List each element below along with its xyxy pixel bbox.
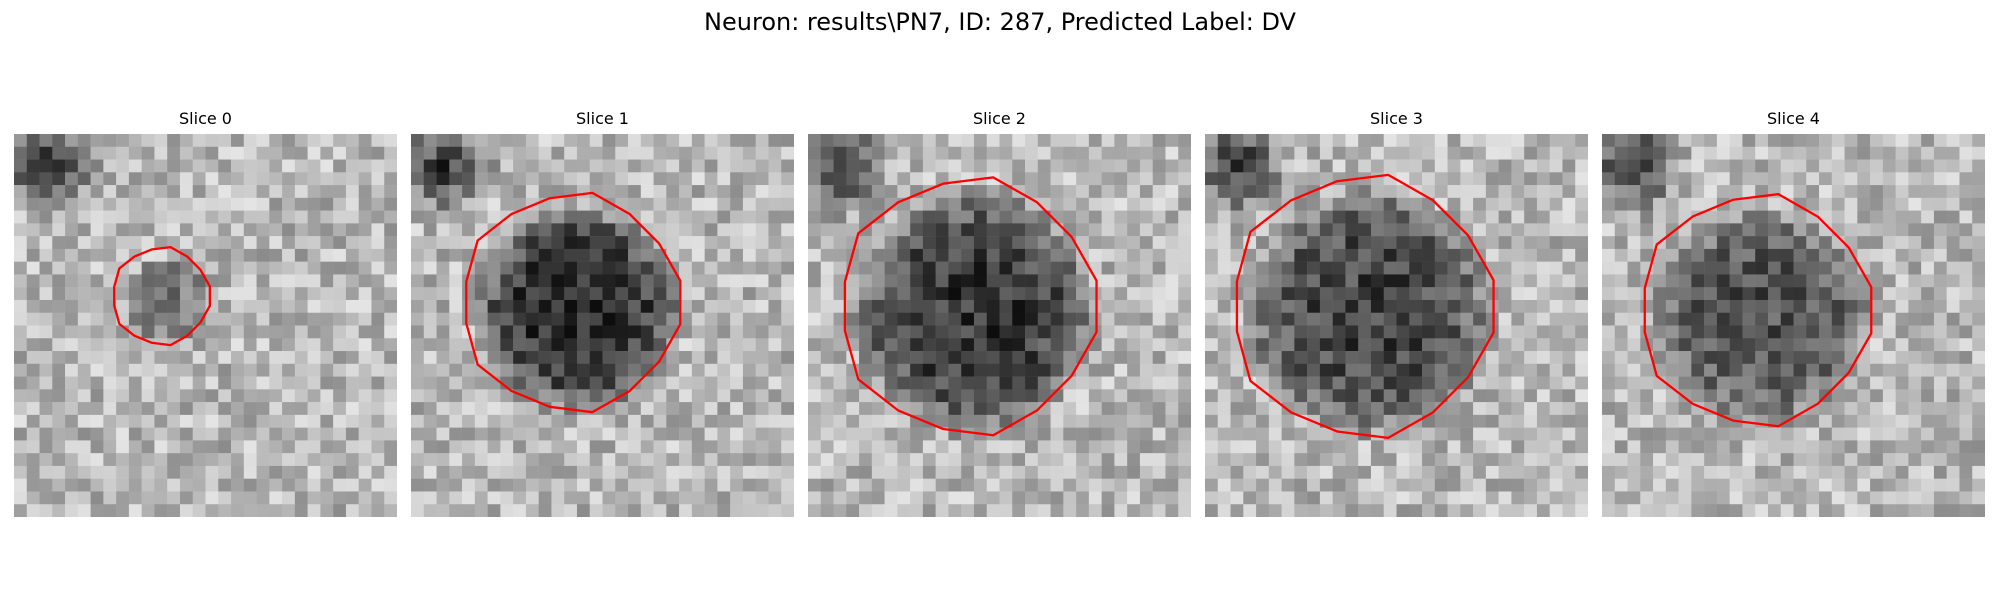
slice-panel-0: Slice 0 bbox=[14, 108, 397, 517]
slice-title: Slice 4 bbox=[1767, 109, 1820, 128]
segmentation-contour bbox=[843, 176, 1098, 437]
slice-title: Slice 0 bbox=[179, 109, 232, 128]
slice-image-4 bbox=[1602, 134, 1985, 517]
slice-image-2 bbox=[808, 134, 1191, 517]
slice-image-1 bbox=[411, 134, 794, 517]
slice-title: Slice 1 bbox=[576, 109, 629, 128]
slice-title: Slice 2 bbox=[973, 109, 1026, 128]
segmentation-contour bbox=[1235, 173, 1495, 439]
slice-panel-2: Slice 2 bbox=[808, 108, 1191, 517]
slice-title: Slice 3 bbox=[1370, 109, 1423, 128]
segmentation-contour bbox=[113, 245, 211, 347]
slice-panel-4: Slice 4 bbox=[1602, 108, 1985, 517]
slice-image-3 bbox=[1205, 134, 1588, 517]
segmentation-contour bbox=[1643, 192, 1873, 428]
slice-panel-3: Slice 3 bbox=[1205, 108, 1588, 517]
figure-title: Neuron: results\PN7, ID: 287, Predicted … bbox=[704, 8, 1296, 36]
segmentation-contour bbox=[465, 191, 682, 414]
slice-image-0 bbox=[14, 134, 397, 517]
slice-panel-1: Slice 1 bbox=[411, 108, 794, 517]
